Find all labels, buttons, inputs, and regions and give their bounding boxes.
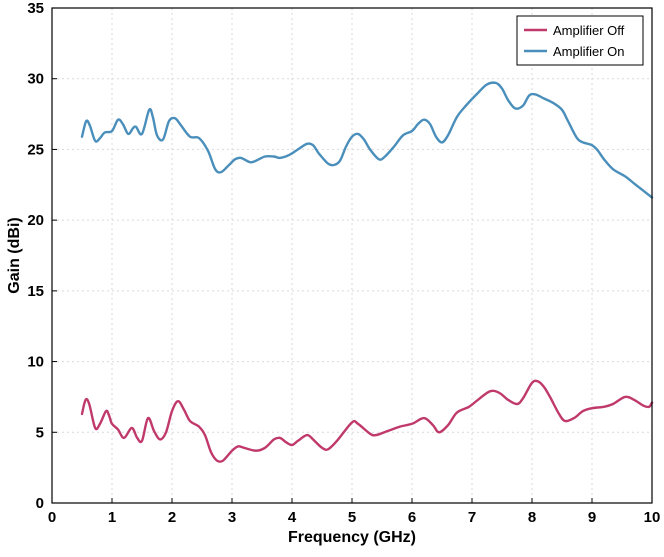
x-tick-label: 10 <box>644 509 661 526</box>
y-tick-label: 0 <box>36 495 44 512</box>
x-axis-title: Frequency (GHz) <box>288 529 416 546</box>
x-tick-label: 7 <box>468 509 476 526</box>
series-lines <box>80 81 654 463</box>
series-line-amplifier-off <box>80 379 654 463</box>
legend-box <box>516 15 644 66</box>
legend: Amplifier Off Amplifier On <box>516 15 644 66</box>
x-tick-label: 3 <box>228 509 236 526</box>
x-tick-label: 4 <box>288 509 297 526</box>
x-tick-label: 2 <box>168 509 176 526</box>
y-axis-ticks: 0 5 10 15 20 25 30 35 <box>27 0 57 512</box>
y-axis-title: Gain (dBi) <box>6 217 23 293</box>
x-axis-ticks: 0 1 2 3 4 5 6 7 8 9 10 <box>48 498 661 526</box>
y-tick-label: 30 <box>27 71 44 88</box>
y-tick-label: 5 <box>36 424 44 441</box>
x-tick-label: 6 <box>408 509 416 526</box>
y-tick-label: 20 <box>27 212 44 229</box>
legend-label-amplifier-off: Amplifier Off <box>553 23 625 38</box>
y-tick-label: 25 <box>27 141 44 158</box>
series-line-amplifier-on <box>80 81 654 199</box>
y-tick-label: 10 <box>27 354 44 371</box>
x-tick-label: 5 <box>348 509 356 526</box>
legend-label-amplifier-on: Amplifier On <box>553 44 625 59</box>
grid <box>52 8 652 503</box>
y-tick-label: 15 <box>27 283 44 300</box>
x-tick-label: 9 <box>588 509 596 526</box>
x-tick-label: 0 <box>48 509 56 526</box>
y-tick-label: 35 <box>27 0 44 17</box>
x-tick-label: 1 <box>108 509 116 526</box>
x-tick-label: 8 <box>528 509 536 526</box>
